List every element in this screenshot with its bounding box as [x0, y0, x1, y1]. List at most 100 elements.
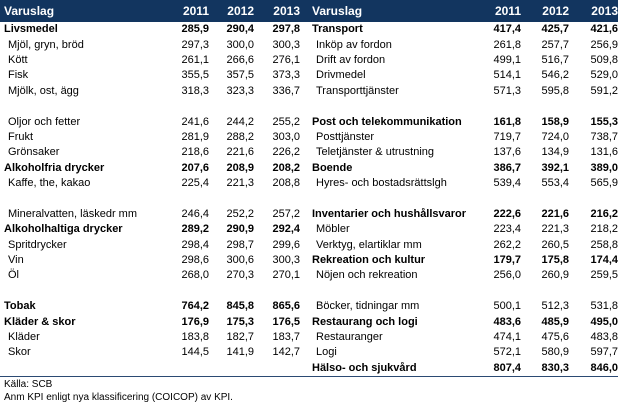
value-2013: 276,1 [272, 53, 300, 66]
category-row: Rekreation och kultur 179,7 175,8 174,4 [300, 253, 618, 268]
subcategory-row: Spritdrycker 298,4 298,7 299,6 [0, 237, 308, 252]
value-2012 [521, 284, 569, 299]
value-2013: 738,7 [590, 130, 618, 143]
row-label: Restaurang och logi [312, 315, 418, 328]
gap-cell [300, 268, 308, 283]
value-2013: 389,0 [590, 161, 618, 174]
value-2012: 158,9 [541, 115, 569, 128]
gap-cell [300, 253, 308, 268]
value-2012: 175,8 [541, 254, 569, 267]
value-2012: 252,2 [226, 207, 254, 220]
value-2012: 182,7 [226, 331, 254, 343]
value-2011 [164, 191, 209, 206]
value-2012 [209, 360, 254, 377]
value-2012: 260,5 [541, 238, 569, 251]
gap-cell [300, 314, 308, 329]
value-2013 [569, 99, 618, 114]
value-2013: 218,2 [590, 223, 618, 236]
value-2013: 183,7 [272, 331, 300, 343]
value-2011: 298,4 [181, 238, 209, 251]
value-2011: 183,8 [181, 331, 209, 343]
row-label: Nöjen och rekreation [316, 269, 418, 282]
value-2012: 300,0 [226, 38, 254, 51]
row-label: Oljor och fetter [8, 115, 81, 128]
header-2013: 2013 [254, 0, 300, 22]
gap-cell [300, 99, 308, 114]
value-2012: 298,7 [226, 238, 254, 251]
row-label: Mineralvatten, läskedr mm [8, 207, 137, 220]
subcategory-row: Teletjänster & utrustning 137,6 134,9 131,6 [300, 145, 618, 160]
value-2012: 323,3 [226, 84, 254, 97]
value-2013: 529,0 [590, 69, 618, 82]
value-2013 [254, 99, 300, 114]
value-2011: 225,4 [181, 177, 209, 190]
header-2013: 2013 [569, 0, 618, 22]
row-label [0, 191, 164, 206]
subcategory-row: Kläder 183,8 182,7 183,7 [0, 330, 308, 345]
value-2012 [521, 191, 569, 206]
value-2012: 270,3 [226, 269, 254, 282]
row-label: Hyres- och bostadsrättslgh [316, 177, 447, 190]
row-label: Posttjänster [316, 130, 375, 143]
category-row: Restaurang och logi 483,6 485,9 495,0 [300, 314, 618, 329]
gap-cell [300, 114, 308, 129]
value-2011: 246,4 [181, 207, 209, 220]
row-label: Rekreation och kultur [312, 254, 426, 267]
value-2012: 595,8 [541, 84, 569, 97]
value-2011: 289,2 [181, 223, 209, 236]
row-label: Mjöl, gryn, bröd [8, 38, 84, 51]
value-2011 [164, 360, 209, 377]
gap-cell [300, 360, 308, 377]
value-2012: 845,8 [226, 300, 254, 313]
category-row: Alkoholhaltiga drycker 289,2 290,9 292,4 [0, 222, 308, 237]
value-2013: 531,8 [590, 300, 618, 313]
value-2013: 208,2 [272, 161, 300, 174]
value-2012: 208,9 [226, 161, 254, 174]
value-2012: 260,9 [541, 269, 569, 282]
value-2011: 207,6 [181, 161, 209, 174]
subcategory-row: Frukt 281,9 288,2 303,0 [0, 130, 308, 145]
value-2011: 223,4 [493, 223, 521, 236]
row-label: Böcker, tidningar mm [316, 300, 420, 313]
value-2012: 141,9 [226, 346, 254, 359]
header-varuslag: Varuslag [0, 0, 164, 22]
category-row: Transport 417,4 425,7 421,6 [300, 22, 618, 37]
category-row: Tobak 764,2 845,8 865,6 [0, 299, 308, 314]
row-label: Post och telekommunikation [312, 115, 462, 128]
value-2013: 597,7 [590, 346, 618, 359]
value-2011: 807,4 [473, 360, 521, 377]
value-2012: 425,7 [541, 23, 569, 36]
value-2011: 571,3 [493, 84, 521, 97]
value-2013: 565,9 [590, 177, 618, 190]
subcategory-row: Vin 298,6 300,6 300,3 [0, 253, 308, 268]
row-label: Kaffe, the, kakao [8, 177, 91, 190]
row-label: Teletjänster & utrustning [316, 146, 435, 159]
category-row: Inventarier och hushållsvaror 222,6 221,6 2… [300, 207, 618, 222]
value-2012: 724,0 [541, 130, 569, 143]
value-2012: 357,5 [226, 69, 254, 82]
row-label: Inventarier och hushållsvaror [312, 207, 467, 220]
row-label [0, 99, 164, 114]
value-2011: 176,9 [181, 315, 209, 328]
category-row: Hälso- och sjukvård 807,4 830,3 846,0 [300, 360, 618, 377]
value-2013: 292,4 [272, 223, 300, 236]
value-2013 [254, 360, 300, 377]
gap-cell [300, 222, 308, 237]
value-2013: 259,5 [590, 269, 618, 282]
footer: Källa: SCB Anm KPI enligt nya klassifice… [4, 378, 233, 404]
subcategory-row: Skor 144,5 141,9 142,7 [0, 345, 308, 360]
category-row: Alkoholfria drycker 207,6 208,9 208,2 [0, 161, 308, 176]
gap-cell [300, 237, 308, 252]
value-2011: 218,6 [181, 146, 209, 159]
header-row: Varuslag 2011 2012 2013 [300, 0, 618, 22]
row-label: Möbler [316, 223, 350, 236]
row-label: Hälso- och sjukvård [308, 360, 473, 377]
value-2013: 270,1 [272, 269, 300, 282]
spacer-row [0, 191, 308, 206]
header-varuslag: Varuslag [308, 0, 473, 22]
spacer-row [0, 360, 308, 377]
subcategory-row: Posttjänster 719,7 724,0 738,7 [300, 130, 618, 145]
value-2013: 373,3 [272, 69, 300, 82]
row-label: Frukt [8, 130, 34, 143]
